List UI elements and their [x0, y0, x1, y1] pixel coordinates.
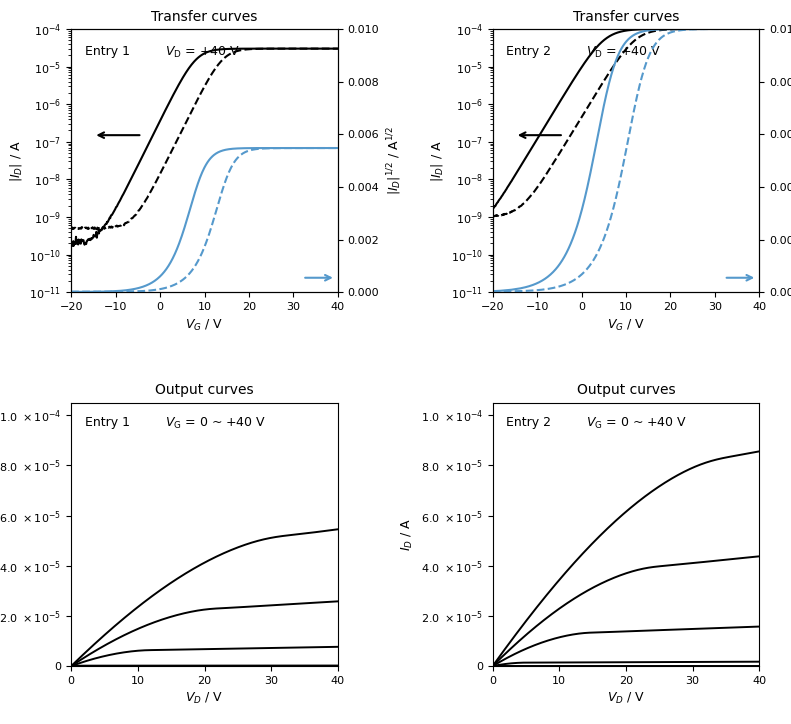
Text: Entry 1: Entry 1	[85, 416, 130, 429]
Text: Entry 1: Entry 1	[85, 45, 130, 58]
Title: Output curves: Output curves	[577, 384, 676, 397]
Text: Entry 2: Entry 2	[506, 45, 551, 58]
Y-axis label: $|I_D|^{1/2}$ / A$^{1/2}$: $|I_D|^{1/2}$ / A$^{1/2}$	[385, 126, 403, 195]
Y-axis label: $|I_D|$ / A: $|I_D|$ / A	[430, 140, 445, 182]
Text: $V_\mathrm{G}$ = 0 ~ +40 V: $V_\mathrm{G}$ = 0 ~ +40 V	[586, 416, 687, 431]
X-axis label: $V_G$ / V: $V_G$ / V	[607, 318, 645, 332]
X-axis label: $V_G$ / V: $V_G$ / V	[185, 318, 224, 332]
Title: Transfer curves: Transfer curves	[573, 9, 679, 24]
X-axis label: $V_D$ / V: $V_D$ / V	[607, 691, 645, 707]
Text: Entry 2: Entry 2	[506, 416, 551, 429]
X-axis label: $V_D$ / V: $V_D$ / V	[185, 691, 224, 707]
Title: Output curves: Output curves	[155, 384, 254, 397]
Y-axis label: $|I_D|$ / A: $|I_D|$ / A	[8, 140, 24, 182]
Y-axis label: $I_D$ / A: $I_D$ / A	[400, 518, 415, 551]
Title: Transfer curves: Transfer curves	[151, 9, 258, 24]
Text: $V_\mathrm{D}$ = +40 V: $V_\mathrm{D}$ = +40 V	[586, 45, 660, 60]
Text: $V_\mathrm{G}$ = 0 ~ +40 V: $V_\mathrm{G}$ = 0 ~ +40 V	[165, 416, 266, 431]
Text: $V_\mathrm{D}$ = +40 V: $V_\mathrm{D}$ = +40 V	[165, 45, 240, 60]
